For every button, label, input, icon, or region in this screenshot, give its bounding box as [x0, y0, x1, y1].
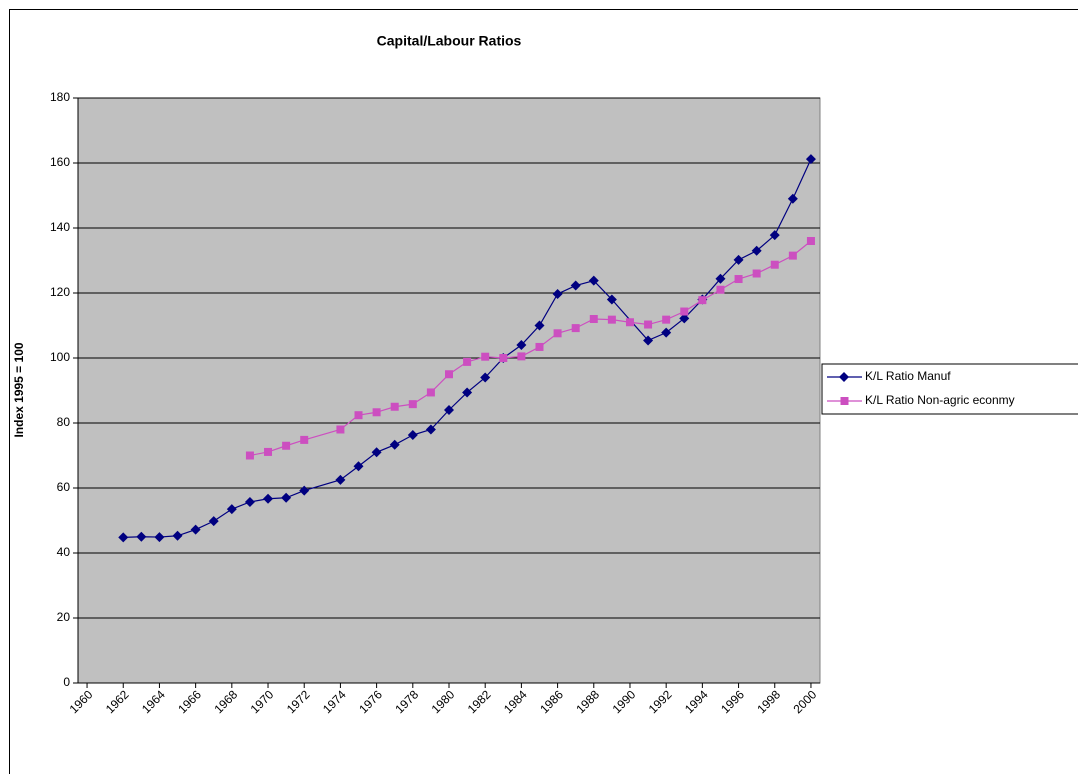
- data-point: [751, 245, 762, 256]
- data-point: [787, 193, 798, 204]
- data-point: [734, 275, 743, 284]
- data-point: [770, 260, 779, 269]
- data-point: [733, 254, 744, 265]
- y-tick-label: 180: [50, 90, 70, 104]
- data-point: [118, 532, 129, 543]
- y-tick-label: 40: [57, 545, 71, 559]
- data-point: [371, 447, 382, 458]
- data-point: [517, 352, 526, 361]
- data-point: [644, 320, 653, 329]
- data-point: [263, 493, 274, 504]
- data-point: [553, 329, 562, 338]
- data-point: [805, 154, 816, 165]
- data-point: [264, 447, 273, 456]
- data-point: [643, 335, 654, 346]
- data-point: [698, 296, 707, 305]
- data-point: [752, 269, 761, 278]
- y-tick-label: 20: [57, 610, 71, 624]
- data-point: [425, 424, 436, 435]
- data-point: [390, 402, 399, 411]
- data-point: [607, 315, 616, 324]
- data-point: [172, 530, 183, 541]
- plot-area: [77, 97, 821, 684]
- y-tick-label: 60: [57, 480, 71, 494]
- data-point: [407, 430, 418, 441]
- data-point: [679, 313, 690, 324]
- data-point: [481, 352, 490, 361]
- y-axis-label: Index 1995 = 100: [12, 342, 26, 437]
- data-point: [588, 275, 599, 286]
- data-point: [534, 320, 545, 331]
- data-point: [190, 524, 201, 535]
- data-point: [769, 230, 780, 241]
- data-point: [788, 251, 797, 260]
- legend-marker: [839, 372, 849, 382]
- data-point: [335, 474, 346, 485]
- data-point: [552, 288, 563, 299]
- data-point: [354, 411, 363, 420]
- data-point: [226, 504, 237, 515]
- data-point: [589, 315, 598, 323]
- y-tick-label: 160: [50, 155, 70, 169]
- data-point: [281, 492, 292, 503]
- data-point: [300, 435, 309, 444]
- data-point: [463, 357, 472, 366]
- data-point: [680, 307, 689, 316]
- data-point: [480, 372, 491, 383]
- data-point: [445, 370, 453, 379]
- data-point: [154, 532, 165, 543]
- y-tick-label: 0: [63, 675, 70, 689]
- y-tick-label: 120: [50, 285, 70, 299]
- data-point: [661, 327, 672, 338]
- data-point: [662, 315, 671, 324]
- chart-title: Capital/Labour Ratios: [377, 33, 522, 49]
- data-point: [372, 408, 381, 417]
- data-point: [462, 387, 473, 398]
- data-point: [716, 285, 725, 294]
- data-point: [571, 324, 580, 333]
- legend-marker: [840, 397, 849, 405]
- y-tick-label: 140: [50, 220, 70, 234]
- data-point: [715, 273, 726, 284]
- legend-box: [821, 363, 1078, 415]
- data-point: [570, 280, 581, 291]
- data-point: [516, 340, 527, 350]
- data-point: [208, 516, 219, 527]
- data-point: [389, 439, 400, 450]
- data-point: [136, 531, 147, 542]
- data-point: [336, 425, 345, 434]
- data-point: [499, 354, 508, 362]
- data-point: [535, 342, 544, 351]
- legend-label: K/L Ratio Non-agric econmy: [865, 393, 1015, 407]
- data-point: [426, 388, 435, 397]
- data-point: [245, 451, 254, 460]
- legend-label: K/L Ratio Manuf: [865, 369, 951, 383]
- data-point: [282, 441, 291, 450]
- data-point: [806, 237, 815, 245]
- data-point: [625, 318, 634, 327]
- data-point: [353, 461, 364, 472]
- y-tick-label: 100: [50, 350, 70, 364]
- data-point: [444, 405, 454, 415]
- data-point: [408, 400, 417, 409]
- data-point: [299, 485, 310, 496]
- data-point: [606, 294, 617, 305]
- data-point: [244, 496, 255, 507]
- y-tick-label: 80: [57, 415, 71, 429]
